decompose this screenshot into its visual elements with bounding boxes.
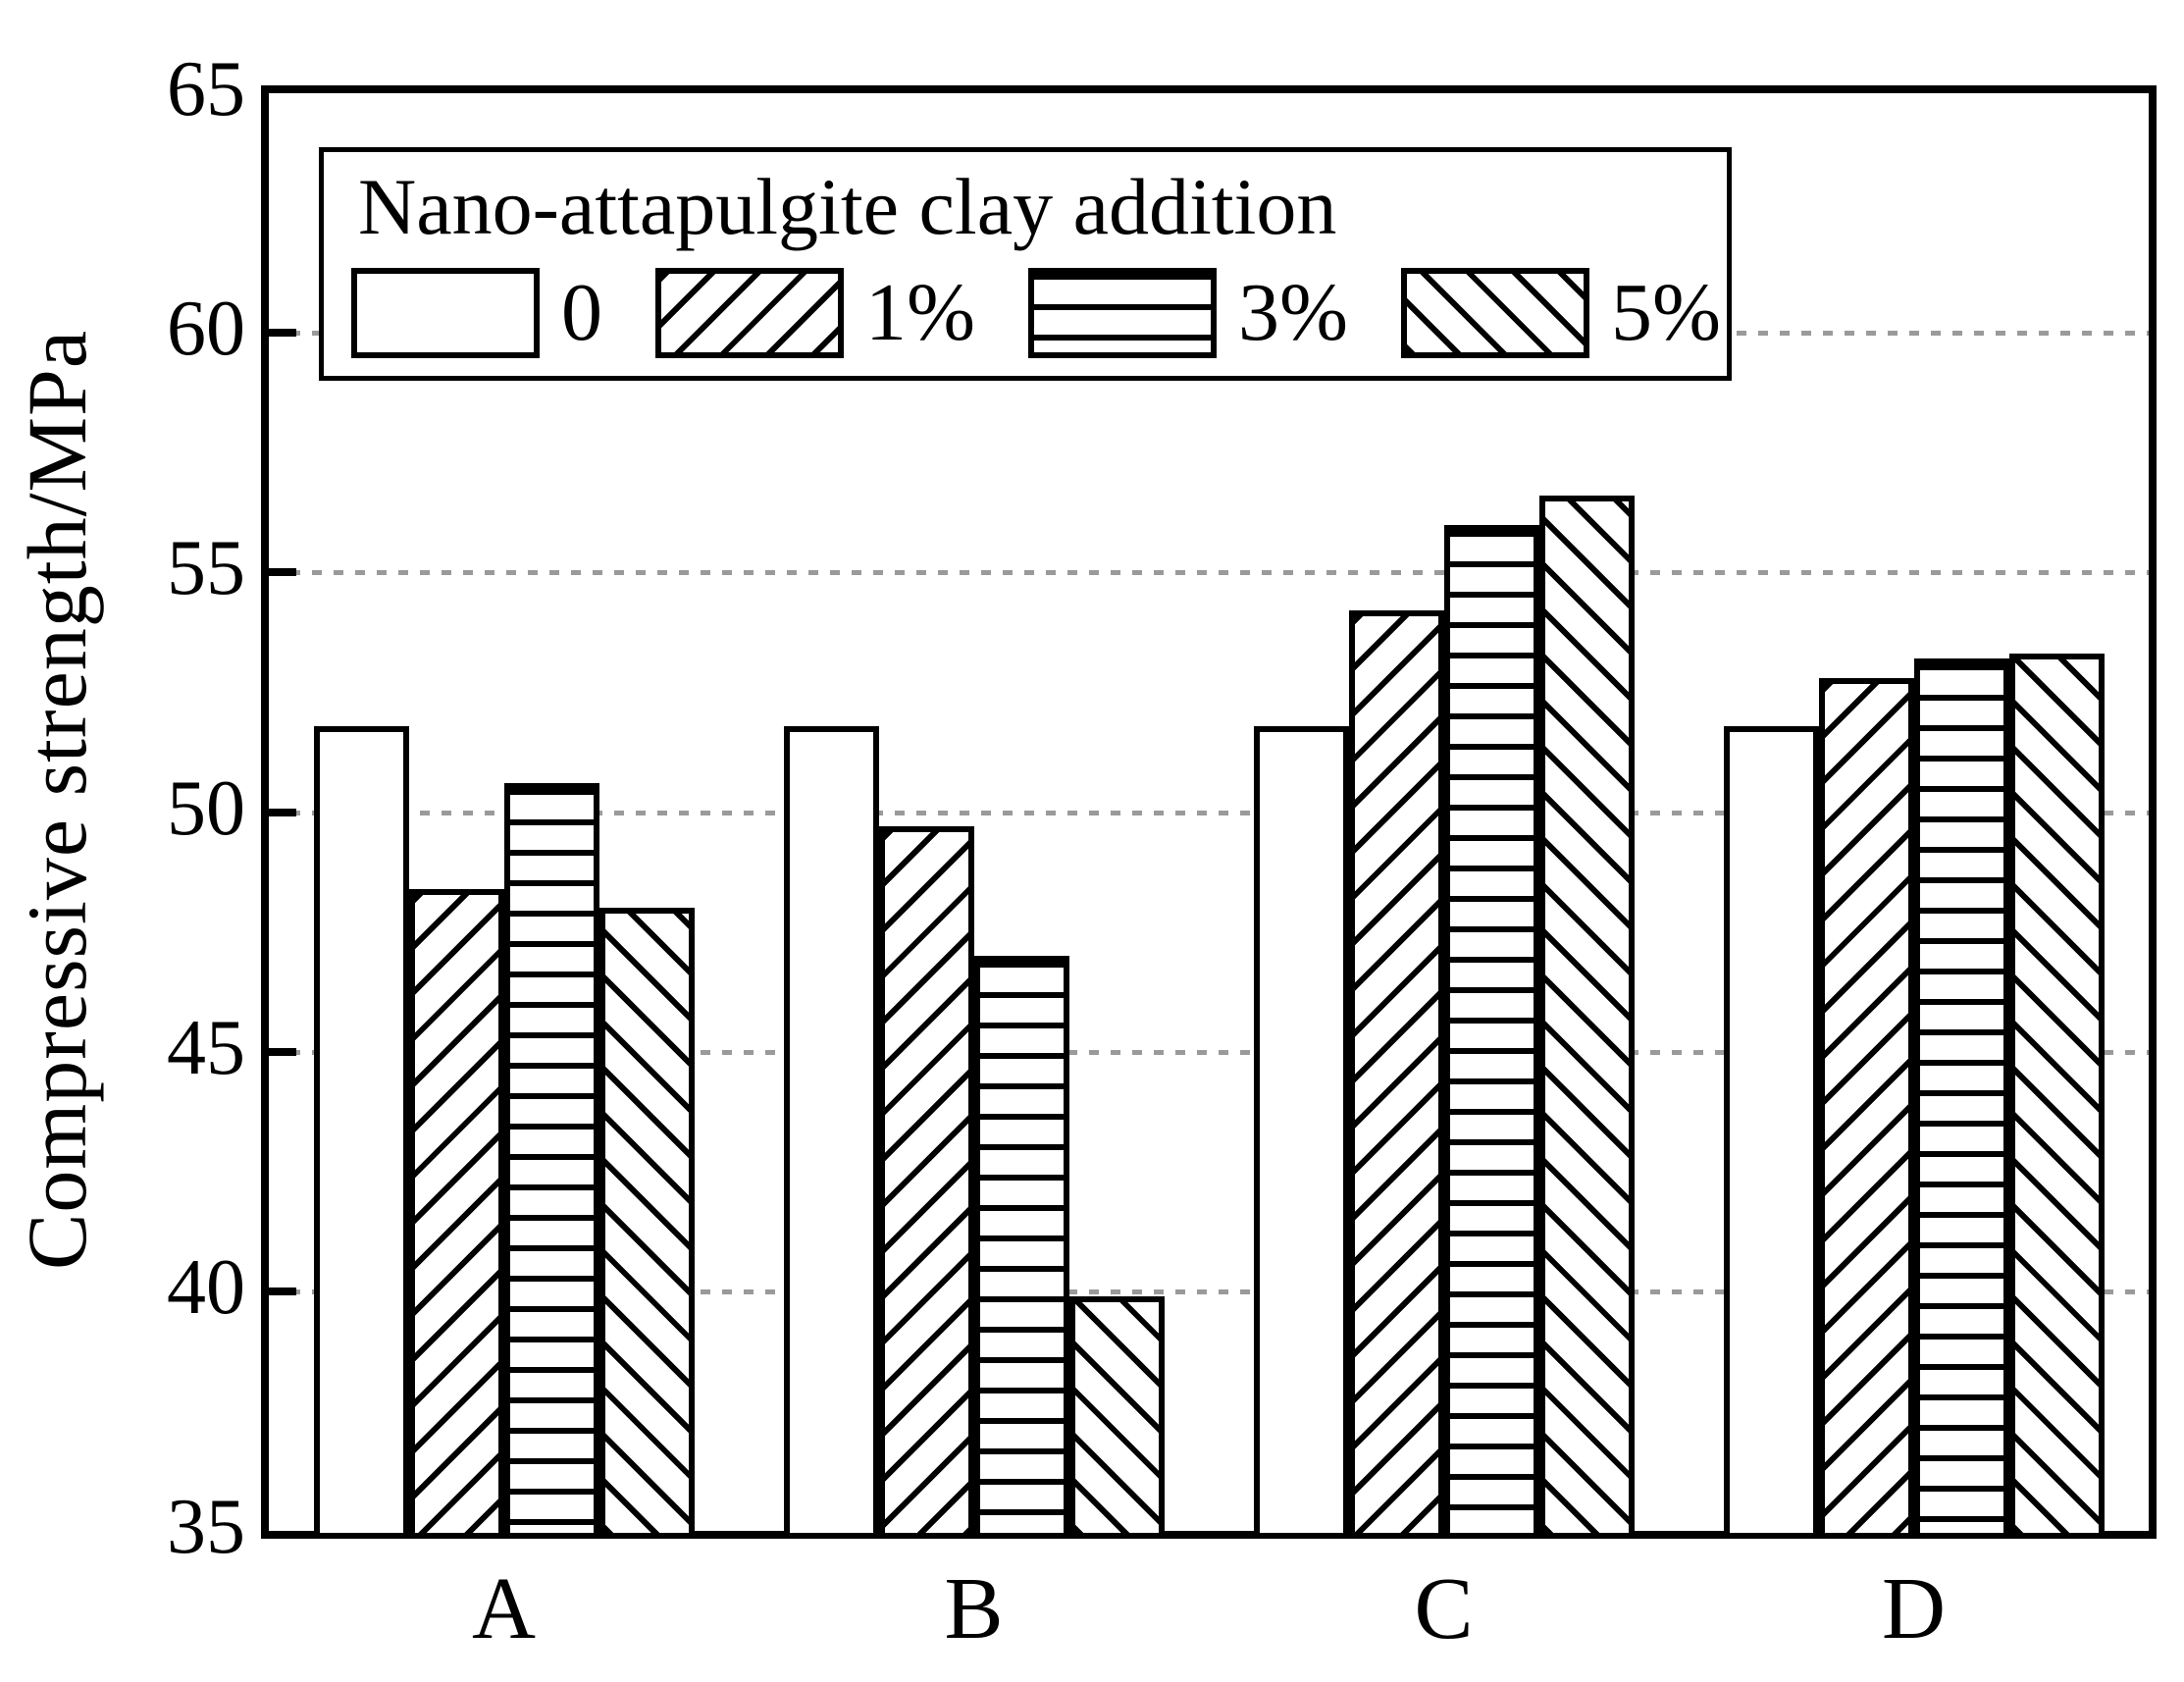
bar-B-5% (1069, 1296, 1165, 1539)
x-category-label: B (944, 1560, 1004, 1657)
y-tick-label: 60 (167, 286, 245, 373)
legend-item: 1% (655, 268, 975, 358)
bar-A-5% (599, 908, 695, 1539)
bar-B-3% (974, 956, 1069, 1539)
bar-D-0 (1724, 726, 1819, 1539)
y-tick-mark (269, 808, 296, 816)
gridline (269, 810, 2149, 815)
bar-B-0 (784, 726, 879, 1539)
gridline (269, 1049, 2149, 1055)
y-tick-label: 40 (167, 1243, 245, 1331)
x-category-label: C (1414, 1560, 1474, 1657)
plot-area: Nano-attapulgite clay addition 0 1% 3% 5% (261, 85, 2157, 1539)
legend-item: 5% (1400, 267, 1721, 358)
x-category-label: D (1882, 1560, 1946, 1657)
legend-label: 3% (1237, 267, 1348, 358)
legend-title: Nano-attapulgite clay addition (358, 162, 1337, 251)
legend-box: Nano-attapulgite clay addition 0 1% 3% 5% (319, 147, 1732, 381)
gridline (269, 570, 2149, 576)
legend-item: 0 (351, 268, 602, 358)
y-tick-label: 65 (167, 45, 245, 132)
y-tick-label: 50 (167, 764, 245, 852)
legend-items: 0 1% 3% 5% (351, 268, 1727, 358)
legend-label: 5% (1610, 267, 1721, 358)
y-tick-label: 45 (167, 1004, 245, 1091)
bar-D-3% (1914, 658, 2009, 1539)
bar-A-1% (409, 889, 504, 1539)
y-tick-mark (269, 329, 296, 338)
y-tick-mark (269, 1047, 296, 1056)
legend-swatch-0 (351, 268, 540, 358)
legend-swatch-5% (1400, 268, 1589, 358)
legend-label: 0 (561, 267, 602, 358)
bar-D-5% (2009, 654, 2105, 1539)
bar-C-3% (1444, 525, 1539, 1539)
bar-D-1% (1819, 678, 1914, 1539)
y-tick-label: 55 (167, 525, 245, 612)
bar-A-0 (314, 726, 409, 1539)
gridline (269, 1288, 2149, 1294)
bar-C-0 (1254, 726, 1349, 1539)
bar-C-1% (1349, 610, 1444, 1539)
bar-A-3% (504, 783, 599, 1539)
x-category-label: A (472, 1560, 536, 1657)
y-tick-mark (269, 1287, 296, 1295)
legend-label: 1% (865, 267, 975, 358)
y-tick-mark (269, 568, 296, 577)
legend-item: 3% (1027, 267, 1348, 358)
y-tick-label: 35 (167, 1483, 245, 1570)
bar-C-5% (1539, 496, 1635, 1539)
legend-swatch-1% (655, 268, 844, 358)
legend-swatch-3% (1027, 268, 1217, 358)
bar-B-1% (879, 826, 974, 1539)
